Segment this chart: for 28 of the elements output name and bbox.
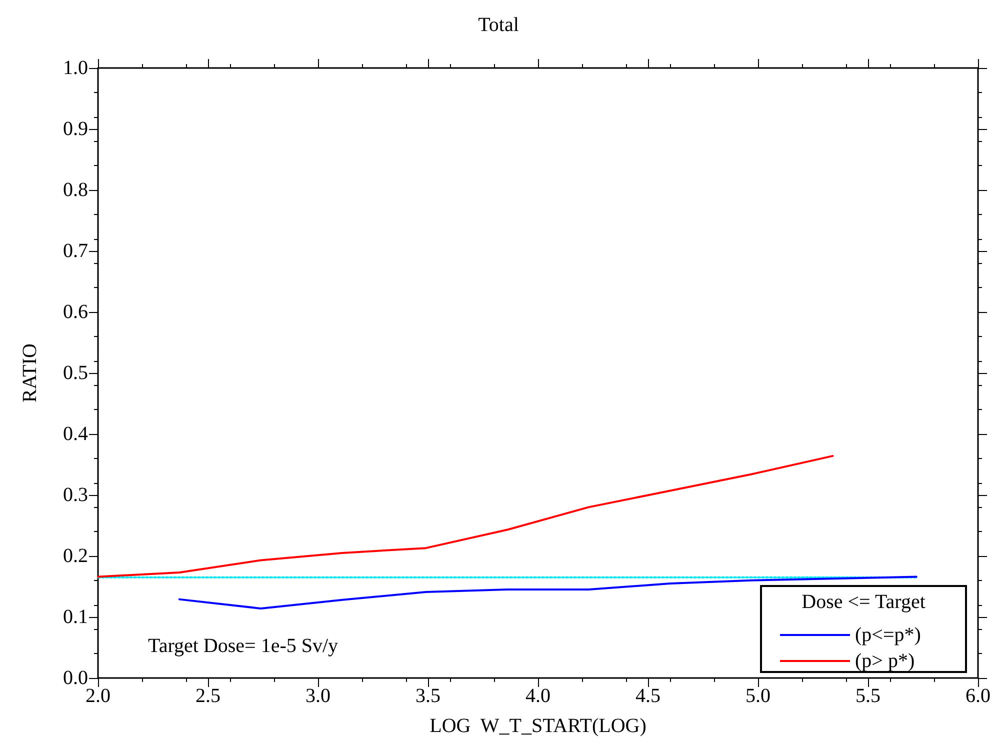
- y-tick-label: 0.3: [63, 484, 88, 506]
- y-tick-label: 0.5: [63, 362, 88, 384]
- y-tick-label: 0.7: [63, 240, 88, 262]
- x-tick-label: 4.5: [636, 685, 660, 707]
- y-tick-label: 1.0: [63, 57, 88, 79]
- y-tick-label: 0.4: [63, 423, 88, 445]
- legend-label: (p> p*): [855, 650, 915, 672]
- legend-label: (p<=p*): [855, 624, 921, 646]
- y-tick-label: 0.9: [63, 118, 88, 140]
- x-tick-label: 4.0: [526, 685, 550, 707]
- x-tick-label: 2.0: [86, 685, 110, 707]
- chart-title: Total: [478, 14, 520, 36]
- y-tick-label: 0.1: [63, 606, 88, 628]
- x-tick-label: 3.0: [306, 685, 330, 707]
- x-axis-title: LOG W_T_START(LOG): [430, 715, 646, 737]
- y-tick-label: 0.2: [63, 545, 88, 567]
- annotation: Target Dose= 1e-5 Sv/y: [148, 635, 338, 657]
- y-tick-label: 0.8: [63, 179, 88, 201]
- x-tick-label: 5.0: [746, 685, 770, 707]
- line-series: [97, 454, 834, 578]
- x-tick-label: 6.0: [966, 685, 990, 707]
- legend-title: Dose <= Target: [802, 591, 926, 613]
- x-tick-label: 3.5: [416, 685, 440, 707]
- x-tick-label: 5.5: [856, 685, 880, 707]
- x-tick-label: 2.5: [196, 685, 220, 707]
- y-axis-title: RATIO: [19, 344, 41, 402]
- y-tick-label: 0.6: [63, 301, 88, 323]
- y-tick-label: 0.0: [63, 667, 88, 689]
